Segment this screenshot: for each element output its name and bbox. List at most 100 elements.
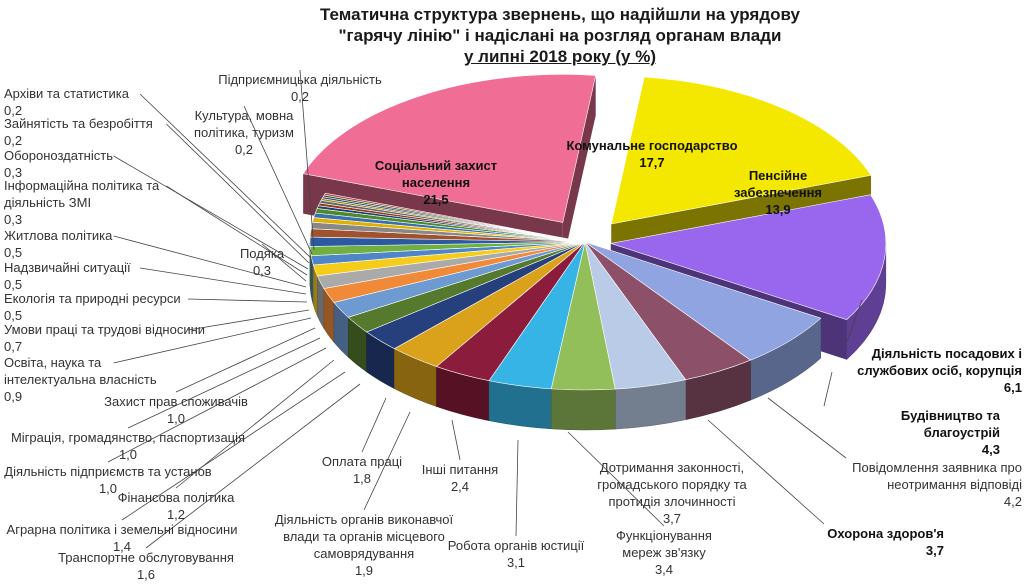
- leader-line: [261, 243, 307, 282]
- slice-label-line: Міграція, громадянство, паспортизація: [11, 430, 245, 445]
- leader-line: [175, 359, 335, 489]
- leader-line: [767, 397, 847, 459]
- leader-line: [823, 371, 833, 407]
- slice-label-line: забезпечення: [734, 185, 822, 200]
- pie-slice: [610, 194, 887, 320]
- slice-label: Освіта, наука та інтелектуальна власність…: [4, 355, 157, 404]
- slice-label-line: Соціальний захист: [375, 158, 497, 173]
- slice-label-line: благоустрій: [924, 425, 1000, 440]
- slice-label-line: 3,7: [926, 543, 944, 558]
- slice-label-line: 0,3: [4, 212, 22, 227]
- slice-label: Діяльність посадових і службових осіб, ко…: [857, 346, 1022, 395]
- pie-top-layer: [302, 74, 887, 391]
- slice-label-line: Повідомлення заявника про: [852, 460, 1022, 475]
- slice-label-line: 13,9: [765, 202, 790, 217]
- slice-label: Дотримання законності, громадського поряд…: [597, 460, 747, 526]
- slice-label: Комунальне господарство 17,7: [566, 138, 737, 170]
- slice-label-line: Робота органів юстиції: [448, 538, 585, 553]
- slice-label-line: Захист прав споживачів: [104, 394, 248, 409]
- slice-label: Діяльність органів виконавчої влади та ор…: [275, 512, 454, 578]
- slice-label-line: Оплата праці: [322, 454, 402, 469]
- slice-label-line: 0,5: [4, 277, 22, 292]
- leader-line: [243, 105, 313, 255]
- slice-label-line: самоврядування: [314, 546, 414, 561]
- slice-label: Соціальний захист населення 21,5: [375, 158, 497, 207]
- chart-title-line-2: "гарячу лінію" і надіслані на розгляд ор…: [338, 26, 782, 45]
- slice-label-line: населення: [402, 175, 470, 190]
- slice-label-line: 0,2: [4, 133, 22, 148]
- leader-line: [187, 298, 308, 303]
- slice-label-line: протидія злочинності: [608, 494, 735, 509]
- slice-label-line: діяльність ЗМІ: [4, 195, 91, 210]
- slice-label-line: 17,7: [639, 155, 664, 170]
- slice-label: Оплата праці 1,8: [322, 454, 402, 486]
- slice-label-line: службових осіб, корупція: [857, 363, 1022, 378]
- slice-label-line: 1,0: [99, 481, 117, 496]
- slice-label-line: 1,0: [167, 411, 185, 426]
- slice-label-line: Обороноздатність: [4, 148, 113, 163]
- slice-label: Екологія та природні ресурси 0,5: [4, 291, 181, 323]
- slice-label: Діяльність підприємств та установ 1,0: [4, 464, 212, 496]
- slice-label-line: Будівництво та: [901, 408, 1001, 423]
- leader-line: [139, 93, 312, 259]
- slice-label-line: Надзвичайні ситуації: [4, 260, 131, 275]
- slice-label-line: Житлова політика: [4, 228, 113, 243]
- slice-label-line: Транспортне обслуговування: [58, 550, 234, 565]
- slice-label-line: політика, туризм: [194, 125, 294, 140]
- slice-label: Надзвичайні ситуації 0,5: [4, 260, 131, 292]
- slice-label: Житлова політика 0,5: [4, 228, 113, 260]
- slice-label-line: Функціонування: [616, 528, 712, 543]
- slice-label: Аграрна політика і земельні відносини 1,4: [7, 522, 238, 554]
- slice-label-line: Дотримання законності,: [600, 460, 744, 475]
- slice-label-line: Аграрна політика і земельні відносини: [7, 522, 238, 537]
- slice-label-line: 0,3: [253, 263, 271, 278]
- slice-label-line: 0,2: [291, 89, 309, 104]
- slice-label-line: 3,1: [507, 555, 525, 570]
- slice-label-line: Підприємницька діяльність: [218, 72, 382, 87]
- leader-line: [567, 431, 665, 527]
- slice-label: Функціонування мереж зв'язку 3,4: [616, 528, 712, 577]
- leader-line: [107, 347, 327, 463]
- leader-line: [515, 439, 519, 537]
- leader-line: [121, 371, 346, 521]
- chart-title-line-3: у липні 2018 року (у %): [463, 47, 657, 66]
- leader-line: [166, 123, 310, 264]
- slice-label-line: 0,9: [4, 389, 22, 404]
- leader-line: [166, 185, 308, 276]
- slice-label: Фінансова політика 1,2: [118, 490, 235, 522]
- slice-label: Охорона здоров'я 3,7: [827, 526, 944, 558]
- slice-label: Подяка 0,3: [240, 246, 285, 278]
- slice-label: Обороноздатність 0,3: [4, 148, 113, 180]
- slice-label-line: громадського порядку та: [597, 477, 747, 492]
- slice-label-line: 1,4: [113, 539, 131, 554]
- slice-label: Транспортне обслуговування 1,6: [58, 550, 234, 582]
- slice-label-line: неотримання відповіді: [887, 477, 1022, 492]
- slice-label-line: влади та органів місцевого: [283, 529, 445, 544]
- slice-label: Підприємницька діяльність 0,2: [218, 72, 382, 104]
- slice-label-line: 1,9: [355, 563, 373, 578]
- slice-label-line: Умови праці та трудові відносини: [4, 322, 205, 337]
- slice-label-line: 0,5: [4, 308, 22, 323]
- slice-label-line: 3,4: [655, 562, 673, 577]
- slice-label-line: Фінансова політика: [118, 490, 235, 505]
- pie-slice: [302, 74, 597, 223]
- slice-label: Архіви та статистика 0,2: [4, 86, 130, 118]
- chart-title-line-1: Тематична структура звернень, що надійшл…: [320, 5, 800, 24]
- slice-label-line: інтелектуальна власність: [4, 372, 157, 387]
- slice-label: Умови праці та трудові відносини 0,7: [4, 322, 205, 354]
- pie-slice: [610, 76, 872, 225]
- leader-line: [451, 419, 461, 461]
- leader-line: [299, 69, 315, 251]
- slice-label-line: 1,2: [167, 507, 185, 522]
- slice-label-line: 1,0: [119, 447, 137, 462]
- slice-label-line: Екологія та природні ресурси: [4, 291, 181, 306]
- pie-slice-wall: [562, 75, 596, 263]
- slice-label-line: Освіта, наука та: [4, 355, 102, 370]
- slice-label-line: 4,3: [982, 442, 1000, 457]
- slice-label: Міграція, громадянство, паспортизація 1,0: [11, 430, 245, 462]
- leader-line: [363, 411, 411, 511]
- slice-label: Повідомлення заявника про неотримання від…: [852, 460, 1022, 509]
- slice-label: Інформаційна політика та діяльність ЗМІ 0,…: [4, 178, 160, 227]
- slice-label-line: мереж зв'язку: [622, 545, 706, 560]
- slice-label-line: 2,4: [451, 479, 469, 494]
